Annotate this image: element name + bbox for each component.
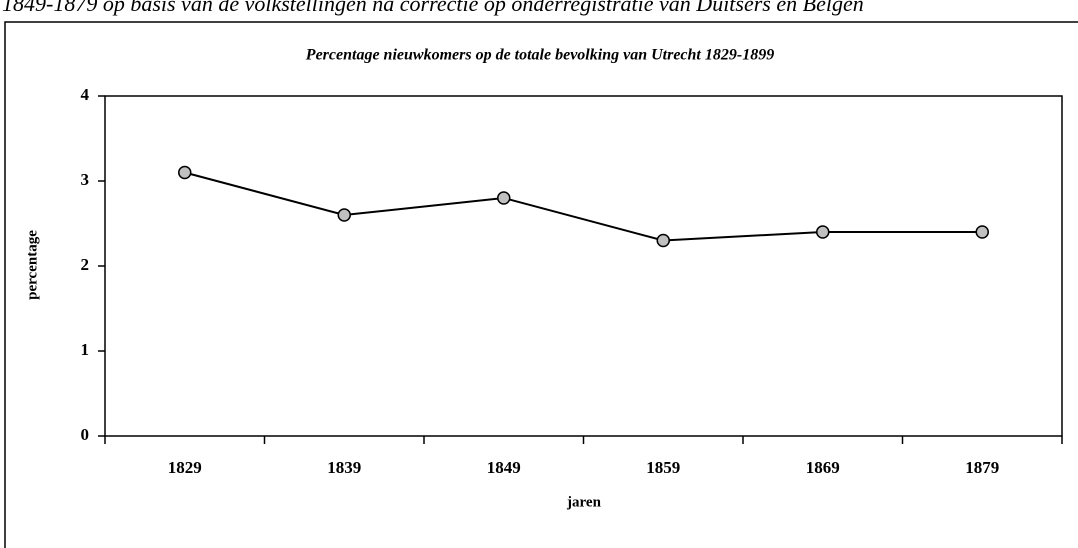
chart-frame [4, 21, 1078, 548]
data-point [656, 233, 670, 248]
x-tick-label: 1839 [327, 458, 361, 477]
data-point [337, 208, 351, 222]
data-point [816, 225, 830, 239]
y-tick-label: 3 [81, 170, 90, 189]
y-tick-label: 1 [81, 340, 90, 359]
x-tick-label: 1829 [168, 458, 202, 477]
x-tick-label: 1879 [965, 458, 999, 477]
x-tick-label: 1869 [806, 458, 840, 477]
y-tick-label: 0 [81, 425, 90, 444]
x-tick-label: 1859 [646, 458, 680, 477]
plot-area [104, 95, 1063, 437]
y-tick-label: 4 [81, 85, 90, 104]
x-axis-label: jaren [566, 494, 602, 510]
data-point [975, 225, 989, 239]
data-point [178, 165, 192, 180]
y-tick-label: 2 [81, 255, 90, 274]
chart-title: Percentage nieuwkomers op de totale bevo… [305, 47, 774, 64]
x-tick-label: 1849 [487, 458, 521, 477]
y-axis-label: percentage [24, 230, 40, 300]
caption: 1849-1879 op basis van de volkstellingen… [2, 0, 864, 16]
data-point [497, 191, 511, 205]
series-line [184, 171, 983, 242]
